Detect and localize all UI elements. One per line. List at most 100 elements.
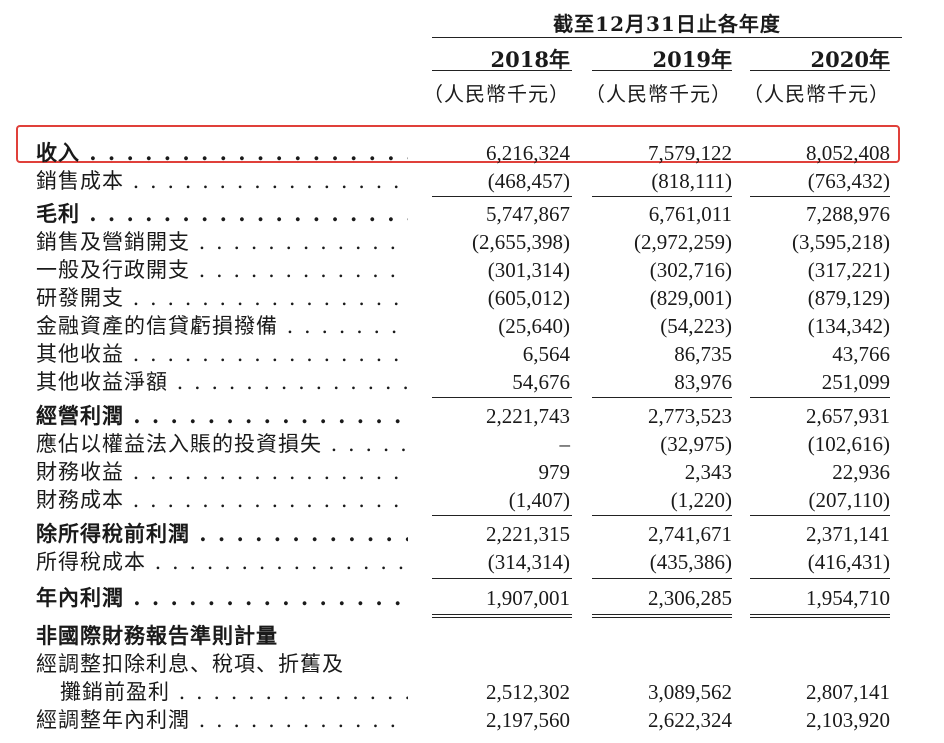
- value-2018: –: [559, 432, 571, 456]
- row-label: 所得稅成本: [36, 548, 408, 576]
- subtotal-rule: [432, 397, 572, 398]
- value-2018: (301,314): [487, 258, 570, 282]
- table-row: 應佔以權益法入賬的投資損失 – (32,975) (102,616): [0, 430, 944, 458]
- value-2018: 1,907,001: [486, 586, 570, 610]
- value-2020: (134,342): [807, 314, 890, 338]
- value-2020: (317,221): [807, 258, 890, 282]
- value-2019: 3,089,562: [648, 680, 732, 704]
- ebitda-label-row: 經調整扣除利息、稅項、折舊及: [0, 650, 944, 678]
- table-row: 金融資產的信貸虧損撥備 (25,640) (54,223) (134,342): [0, 312, 944, 340]
- table-row: 財務收益 979 2,343 22,936: [0, 458, 944, 486]
- row-label: 經營利潤: [36, 402, 408, 430]
- total-double-rule: [432, 617, 572, 618]
- value-2018: (1,407): [508, 488, 570, 512]
- row-label: 應佔以權益法入賬的投資損失: [36, 430, 408, 458]
- subtotal-rule: [750, 515, 890, 516]
- value-2019: (54,223): [660, 314, 732, 338]
- total-double-rule: [750, 614, 890, 615]
- value-2019: 83,976: [674, 370, 732, 394]
- value-2018: 54,676: [512, 370, 570, 394]
- non-ifrs-heading: 非國際財務報告準則計量: [36, 623, 278, 648]
- table-row: 經營利潤 2,221,743 2,773,523 2,657,931: [0, 402, 944, 430]
- subtotal-rule: [592, 515, 732, 516]
- value-2018: (605,012): [487, 286, 570, 310]
- year-2018-header: 2018年: [490, 47, 570, 72]
- subtotal-rule: [432, 578, 572, 579]
- table-row: 財務成本 (1,407) (1,220) (207,110): [0, 486, 944, 514]
- value-2018: (25,640): [498, 314, 570, 338]
- value-2019: 2,343: [684, 460, 732, 484]
- value-2018: 2,512,302: [486, 680, 570, 704]
- period-header: 截至12月31日止各年度: [553, 12, 781, 36]
- table-row: 毛利 5,747,867 6,761,011 7,288,976: [0, 200, 944, 228]
- subtotal-rule: [592, 196, 732, 197]
- value-2020: 8,052,408: [806, 141, 890, 165]
- revenue-highlight-box: [16, 125, 900, 163]
- value-2019: 6,761,011: [648, 202, 732, 226]
- total-double-rule: [592, 614, 732, 615]
- value-2020: (879,129): [807, 286, 890, 310]
- value-2019: (302,716): [649, 258, 732, 282]
- year-2020-header: 2020年: [810, 47, 890, 72]
- subtotal-rule: [750, 578, 890, 579]
- table-row: 其他收益 6,564 86,735 43,766: [0, 340, 944, 368]
- value-2020: 22,936: [832, 460, 890, 484]
- subtotal-rule: [592, 397, 732, 398]
- year-underline-2018: [432, 70, 572, 71]
- value-2018: 2,197,560: [486, 708, 570, 732]
- subtotal-rule: [432, 515, 572, 516]
- value-2020: 251,099: [821, 370, 890, 394]
- unit-2020: （人民幣千元）: [743, 82, 890, 106]
- table-row: 研發開支 (605,012) (829,001) (879,129): [0, 284, 944, 312]
- value-2020: 2,807,141: [806, 680, 890, 704]
- subtotal-rule: [592, 578, 732, 579]
- value-2018: 6,216,324: [486, 141, 570, 165]
- value-2018: 5,747,867: [486, 202, 570, 226]
- non-ifrs-heading-row: 非國際財務報告準則計量: [0, 622, 944, 650]
- year-underline-2020: [750, 70, 890, 71]
- subtotal-rule: [750, 397, 890, 398]
- table-row: 收入 6,216,324 7,579,122 8,052,408: [0, 139, 944, 167]
- total-double-rule: [592, 617, 732, 618]
- header-rule: [432, 37, 902, 38]
- value-2019: 86,735: [674, 342, 732, 366]
- total-double-rule: [750, 617, 890, 618]
- value-2020: 43,766: [832, 342, 890, 366]
- row-label: 財務收益: [36, 458, 408, 486]
- table-row: 銷售及營銷開支 (2,655,398) (2,972,259) (3,595,2…: [0, 228, 944, 256]
- unit-2018: （人民幣千元）: [423, 82, 570, 106]
- year-2019-header: 2019年: [652, 47, 732, 72]
- table-row: 攤銷前盈利 2,512,302 3,089,562 2,807,141: [0, 678, 944, 706]
- year-underline-2019: [592, 70, 732, 71]
- value-2020: 1,954,710: [806, 586, 890, 610]
- row-label: 研發開支: [36, 284, 408, 312]
- value-2019: (829,001): [649, 286, 732, 310]
- adjusted-profit-label: 經調整年內利潤: [36, 706, 408, 734]
- value-2018: 6,564: [522, 342, 570, 366]
- value-2019: (1,220): [670, 488, 732, 512]
- value-2018: (468,457): [487, 169, 570, 193]
- value-2020: (3,595,218): [792, 230, 890, 254]
- value-2020: 2,103,920: [806, 708, 890, 732]
- value-2018: 2,221,743: [486, 404, 570, 428]
- value-2018: (314,314): [487, 550, 570, 574]
- row-label: 年內利潤: [36, 584, 408, 612]
- value-2019: (818,111): [651, 169, 732, 193]
- value-2020: (763,432): [807, 169, 890, 193]
- table-row: 一般及行政開支 (301,314) (302,716) (317,221): [0, 256, 944, 284]
- value-2019: 2,741,671: [648, 522, 732, 546]
- total-double-rule: [432, 614, 572, 615]
- row-label: 除所得稅前利潤: [36, 520, 408, 548]
- value-2020: 2,371,141: [806, 522, 890, 546]
- table-row: 經調整年內利潤 2,197,560 2,622,324 2,103,920: [0, 706, 944, 734]
- value-2019: 2,622,324: [648, 708, 732, 732]
- value-2019: (32,975): [660, 432, 732, 456]
- value-2019: 2,773,523: [648, 404, 732, 428]
- value-2019: 7,579,122: [648, 141, 732, 165]
- adjusted-ebitda-label-line1: 經調整扣除利息、稅項、折舊及: [36, 652, 344, 676]
- table-row: 銷售成本 (468,457) (818,111) (763,432): [0, 167, 944, 195]
- table-row: 其他收益淨額 54,676 83,976 251,099: [0, 368, 944, 396]
- value-2020: (102,616): [807, 432, 890, 456]
- row-label: 銷售及營銷開支: [36, 228, 408, 256]
- row-label: 銷售成本: [36, 167, 408, 195]
